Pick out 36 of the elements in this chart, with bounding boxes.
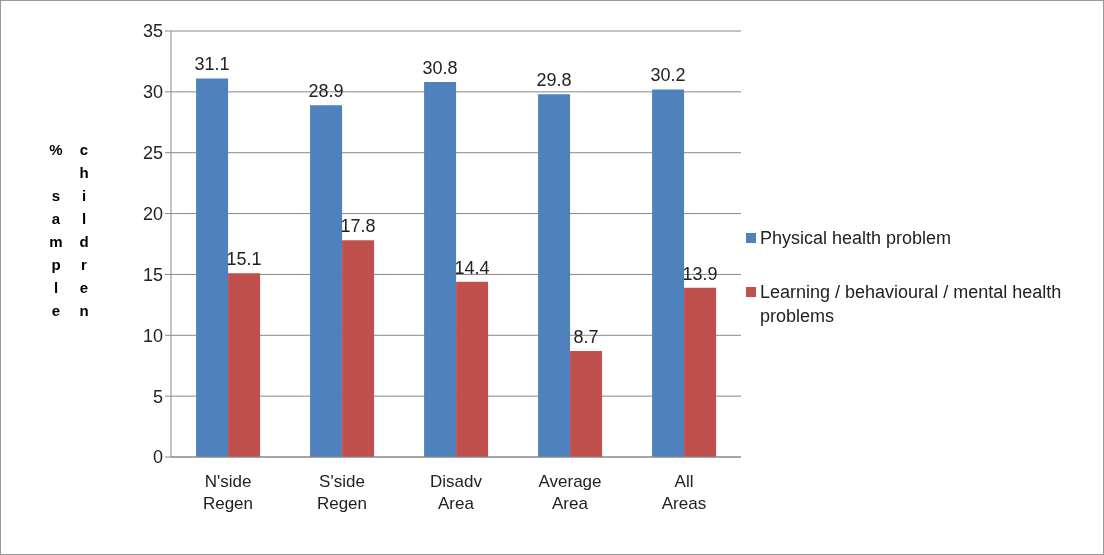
y-axis-title: % sample children (47, 141, 93, 325)
data-label: 17.8 (340, 216, 376, 237)
data-label: 29.8 (536, 70, 572, 91)
y-tick-label: 20 (142, 203, 163, 224)
bar (456, 281, 489, 457)
bar (684, 287, 717, 457)
data-label: 28.9 (308, 81, 344, 102)
bar (342, 240, 375, 457)
data-label: 8.7 (573, 327, 599, 348)
x-tick-label: Disadv Area (430, 472, 483, 513)
data-label: 30.8 (422, 58, 458, 79)
data-label: 31.1 (194, 54, 230, 75)
x-tick-label: Average Area (538, 472, 602, 513)
y-tick-label: 5 (152, 386, 163, 407)
y-tick-label: 10 (142, 325, 163, 346)
bar (196, 78, 229, 457)
bar (310, 105, 343, 457)
y-tick-label: 0 (152, 447, 163, 468)
x-tick-label: All Areas (661, 472, 707, 513)
y-tick-label: 30 (142, 82, 163, 103)
y-tick-label: 25 (142, 143, 163, 164)
bar (538, 94, 571, 457)
y-tick-label: 35 (142, 21, 163, 42)
legend-label: Learning / behavioural / mental health problems (760, 281, 1063, 328)
bar (570, 351, 603, 457)
bar (652, 89, 685, 457)
bar (424, 82, 457, 457)
data-label: 30.2 (650, 65, 686, 86)
x-tick-label: S'side Regen (316, 472, 368, 513)
data-label: 13.9 (682, 263, 718, 284)
x-tick-label: N'side Regen (202, 472, 254, 513)
legend-label: Physical health problem (760, 227, 952, 250)
bar (228, 273, 261, 457)
data-label: 14.4 (454, 257, 490, 278)
data-label: 15.1 (226, 249, 262, 270)
y-tick-label: 15 (142, 264, 163, 285)
